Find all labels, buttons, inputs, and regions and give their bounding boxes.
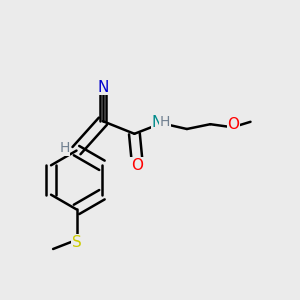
Text: O: O bbox=[131, 158, 143, 173]
Text: O: O bbox=[227, 117, 239, 132]
Text: N: N bbox=[97, 80, 109, 94]
Text: H: H bbox=[59, 141, 70, 155]
Text: N: N bbox=[152, 115, 163, 130]
Text: H: H bbox=[160, 116, 170, 129]
Text: S: S bbox=[72, 235, 82, 250]
